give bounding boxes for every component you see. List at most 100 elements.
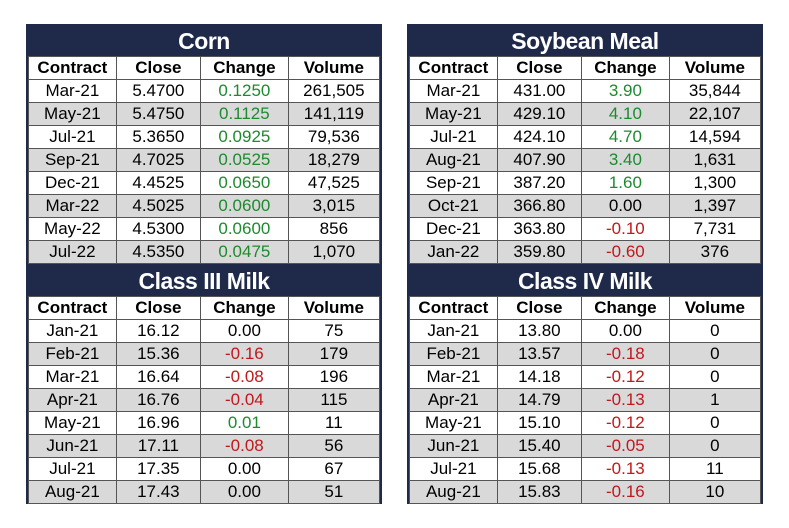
- col-close: Close: [115, 56, 201, 80]
- volume-cell: 10: [668, 480, 762, 504]
- change-cell: 0.0650: [199, 171, 289, 195]
- table-row: May-21 5.4750 0.1125 141,119: [28, 102, 381, 126]
- corn-panel: Corn Contract Close Change Volume Mar-21…: [26, 24, 382, 264]
- contract-cell: Apr-21: [28, 388, 117, 412]
- volume-cell: 115: [287, 388, 381, 412]
- table-row: May-21 16.96 0.01 11: [28, 411, 381, 435]
- contract-cell: Feb-21: [409, 342, 498, 366]
- table-row: Dec-21 4.4525 0.0650 47,525: [28, 171, 381, 195]
- col-contract: Contract: [409, 296, 498, 320]
- close-cell: 431.00: [496, 79, 582, 103]
- contract-cell: May-21: [409, 411, 498, 435]
- soybean-meal-panel: Soybean Meal Contract Close Change Volum…: [407, 24, 763, 264]
- contract-cell: Dec-21: [409, 217, 498, 241]
- contract-cell: Aug-21: [28, 480, 117, 504]
- contract-cell: Aug-21: [409, 480, 498, 504]
- table-row: May-21 429.10 4.10 22,107: [409, 102, 762, 126]
- col-close: Close: [115, 296, 201, 320]
- change-cell: 0.00: [199, 319, 289, 343]
- close-cell: 424.10: [496, 125, 582, 149]
- volume-cell: 7,731: [668, 217, 762, 241]
- volume-cell: 56: [287, 434, 381, 458]
- change-cell: -0.05: [580, 434, 670, 458]
- close-cell: 16.12: [115, 319, 201, 343]
- change-cell: 4.10: [580, 102, 670, 126]
- contract-cell: Sep-21: [28, 148, 117, 172]
- volume-cell: 75: [287, 319, 381, 343]
- table-row: Aug-21 17.43 0.00 51: [28, 480, 381, 504]
- change-cell: 1.60: [580, 171, 670, 195]
- volume-cell: 1,300: [668, 171, 762, 195]
- class-iii-milk-table: Contract Close Change Volume Jan-21 16.12…: [28, 296, 381, 504]
- header-row: Contract Close Change Volume: [28, 56, 381, 80]
- table-row: Aug-21 15.83 -0.16 10: [409, 480, 762, 504]
- close-cell: 4.5350: [115, 240, 201, 264]
- volume-cell: 856: [287, 217, 381, 241]
- volume-cell: 1: [668, 388, 762, 412]
- change-cell: 0.00: [199, 480, 289, 504]
- col-contract: Contract: [28, 56, 117, 80]
- close-cell: 15.10: [496, 411, 582, 435]
- contract-cell: Jan-21: [409, 319, 498, 343]
- change-cell: 0.0925: [199, 125, 289, 149]
- volume-cell: 11: [668, 457, 762, 481]
- table-row: Aug-21 407.90 3.40 1,631: [409, 148, 762, 172]
- close-cell: 13.80: [496, 319, 582, 343]
- contract-cell: Jun-21: [28, 434, 117, 458]
- col-change: Change: [199, 56, 289, 80]
- contract-cell: Jan-21: [28, 319, 117, 343]
- volume-cell: 3,015: [287, 194, 381, 218]
- table-row: May-22 4.5300 0.0600 856: [28, 217, 381, 241]
- close-cell: 15.36: [115, 342, 201, 366]
- close-cell: 15.40: [496, 434, 582, 458]
- table-row: Mar-22 4.5025 0.0600 3,015: [28, 194, 381, 218]
- contract-cell: May-21: [28, 411, 117, 435]
- change-cell: 0.1125: [199, 102, 289, 126]
- change-cell: 0.00: [199, 457, 289, 481]
- contract-cell: Jan-22: [409, 240, 498, 264]
- change-cell: 3.40: [580, 148, 670, 172]
- table-row: Mar-21 16.64 -0.08 196: [28, 365, 381, 389]
- header-row: Contract Close Change Volume: [409, 296, 762, 320]
- change-cell: -0.04: [199, 388, 289, 412]
- table-row: Jul-21 424.10 4.70 14,594: [409, 125, 762, 149]
- contract-cell: Feb-21: [28, 342, 117, 366]
- contract-cell: Sep-21: [409, 171, 498, 195]
- close-cell: 4.4525: [115, 171, 201, 195]
- volume-cell: 1,070: [287, 240, 381, 264]
- table-row: Jul-21 5.3650 0.0925 79,536: [28, 125, 381, 149]
- volume-cell: 1,631: [668, 148, 762, 172]
- volume-cell: 179: [287, 342, 381, 366]
- contract-cell: Oct-21: [409, 194, 498, 218]
- close-cell: 17.11: [115, 434, 201, 458]
- volume-cell: 51: [287, 480, 381, 504]
- change-cell: 0.1250: [199, 79, 289, 103]
- close-cell: 16.64: [115, 365, 201, 389]
- volume-cell: 0: [668, 319, 762, 343]
- change-cell: 0.01: [199, 411, 289, 435]
- contract-cell: Jul-22: [28, 240, 117, 264]
- change-cell: 0.0600: [199, 217, 289, 241]
- contract-cell: Mar-21: [28, 79, 117, 103]
- close-cell: 13.57: [496, 342, 582, 366]
- change-cell: -0.12: [580, 365, 670, 389]
- change-cell: -0.16: [580, 480, 670, 504]
- contract-cell: Mar-21: [409, 79, 498, 103]
- table-row: Apr-21 16.76 -0.04 115: [28, 388, 381, 412]
- change-cell: -0.16: [199, 342, 289, 366]
- volume-cell: 18,279: [287, 148, 381, 172]
- close-cell: 15.68: [496, 457, 582, 481]
- col-change: Change: [199, 296, 289, 320]
- table-row: Mar-21 5.4700 0.1250 261,505: [28, 79, 381, 103]
- change-cell: -0.60: [580, 240, 670, 264]
- table-row: May-21 15.10 -0.12 0: [409, 411, 762, 435]
- contract-cell: May-21: [409, 102, 498, 126]
- table-row: Jul-22 4.5350 0.0475 1,070: [28, 240, 381, 264]
- close-cell: 429.10: [496, 102, 582, 126]
- volume-cell: 0: [668, 365, 762, 389]
- table-row: Jan-22 359.80 -0.60 376: [409, 240, 762, 264]
- col-close: Close: [496, 296, 582, 320]
- volume-cell: 11: [287, 411, 381, 435]
- col-volume: Volume: [287, 56, 381, 80]
- change-cell: -0.12: [580, 411, 670, 435]
